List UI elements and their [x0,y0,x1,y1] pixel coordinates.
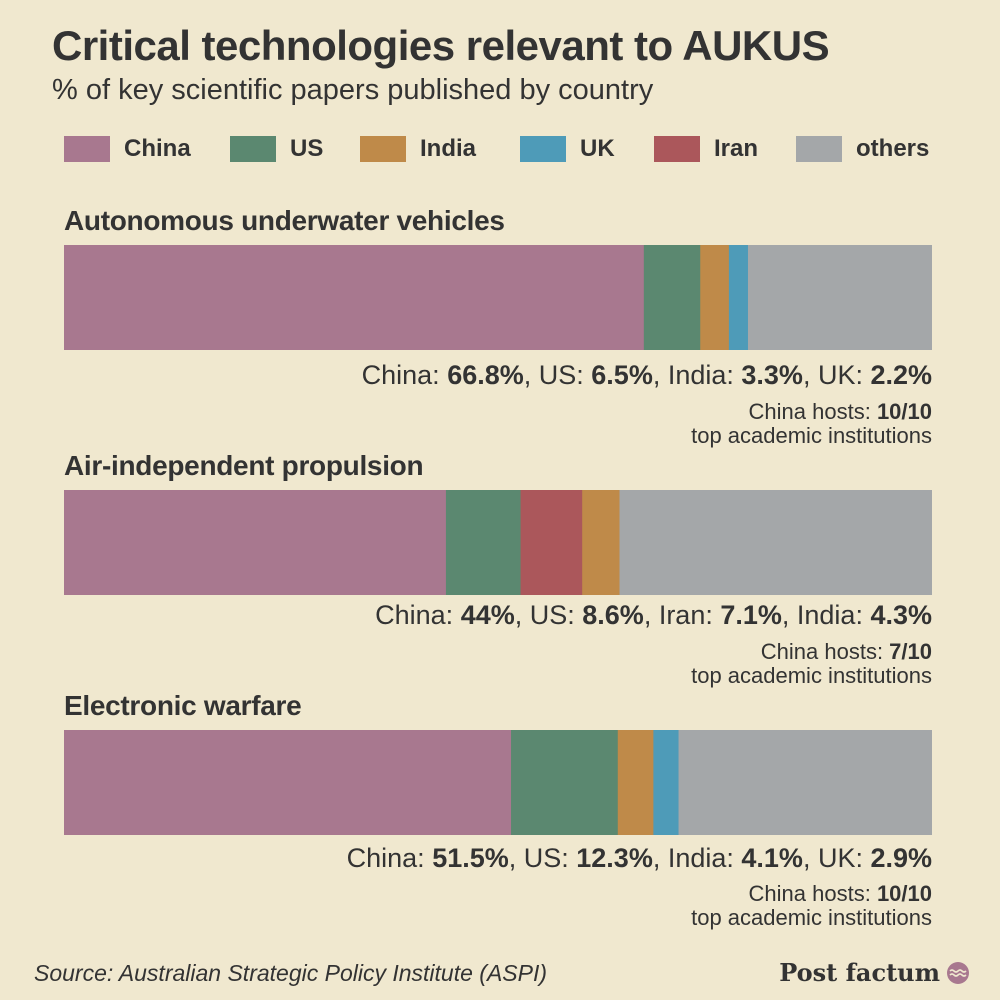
stacked-bar-chart [64,245,932,350]
bar-segment-us [511,730,619,835]
legend-label-uk: UK [580,135,615,162]
stat-value: 3.3% [741,360,803,390]
legend-item-us: US [230,133,323,165]
bar-segment-uk [653,730,680,835]
hosts-line: China hosts: 7/10 [761,639,932,665]
section-title: Air-independent propulsion [64,450,424,481]
legend-item-iran: Iran [654,133,758,165]
bar-segment-others [747,245,932,350]
stat-label: , India: [652,843,742,873]
stat-value: 12.3% [576,843,653,873]
stat-label: , UK: [802,360,871,390]
legend-item-others: others [796,133,929,165]
stats-line: China: 66.8%, US: 6.5%, India: 3.3%, UK:… [362,360,932,391]
section-title: Electronic warfare [64,690,302,721]
bar-segment-china [64,730,512,835]
bar-segment-india [582,490,621,595]
stat-label: , Iran: [643,600,721,630]
brand: Post factum [779,958,970,987]
bar-segment-india [617,730,654,835]
legend-swatch-uk [520,136,566,162]
legend-swatch-china [64,136,110,162]
legend: China US India UK Iran others [64,133,944,165]
legend-label-iran: Iran [714,135,759,162]
stat-label: , UK: [802,843,871,873]
bar-segment-india [700,245,730,350]
stat-value: 44% [460,600,515,630]
stacked-bar-chart [64,490,932,595]
stat-value: 66.8% [447,360,524,390]
bar-segment-others [619,490,932,595]
stat-label: China: [375,600,461,630]
legend-swatch-iran [654,136,700,162]
stats-line: China: 51.5%, US: 12.3%, India: 4.1%, UK… [347,843,932,874]
chart-subtitle: % of key scientific papers published by … [52,74,654,106]
bar-segment-iran [520,490,583,595]
section-air-independent-propulsion: Air-independent propulsion China: 44%, U… [0,450,1000,690]
section-electronic-warfare: Electronic warfare China: 51.5%, US: 12.… [0,690,1000,940]
wave-logo-icon [947,961,969,984]
bar-segment-us [643,245,701,350]
stat-label: , US: [508,843,577,873]
legend-label-others: others [856,135,930,162]
hosts-label: China hosts: [748,881,877,906]
chart-title: Critical technologies relevant to AUKUS [52,22,830,69]
legend-item-india: India [360,133,476,165]
stat-label: , India: [781,600,871,630]
hosts-value: 10/10 [876,881,932,906]
legend-swatch-us [230,136,276,162]
stat-value: 4.1% [741,843,803,873]
hosts-line: China hosts: 10/10 [749,881,932,907]
stat-value: 51.5% [432,843,509,873]
legend-swatch-others [796,136,842,162]
bar-segment-others [678,730,932,835]
source-note: Source: Australian Strategic Policy Inst… [34,960,548,986]
hosts-label: China hosts: [760,639,890,664]
institutions-label: top academic institutions [691,423,932,448]
hosts-value: 10/10 [876,399,932,424]
stat-value: 6.5% [591,360,653,390]
hosts-line: China hosts: 10/10 [749,399,932,425]
hosts-value: 7/10 [889,639,932,664]
legend-item-uk: UK [520,133,615,165]
bar-segment-uk [728,245,749,350]
stat-value: 8.6% [582,600,644,630]
stat-value: 4.3% [870,600,932,630]
legend-label-india: India [420,135,477,162]
hosts-label: China hosts: [748,399,877,424]
stat-label: , US: [514,600,583,630]
bar-segment-china [64,490,447,595]
stat-label: , India: [652,360,742,390]
section-title: Autonomous underwater vehicles [64,205,505,236]
stat-label: , US: [523,360,592,390]
institutions-label: top academic institutions [691,663,932,688]
bar-segment-china [64,245,645,350]
stat-label: China: [361,360,448,390]
stats-line: China: 44%, US: 8.6%, Iran: 7.1%, India:… [375,600,932,631]
legend-label-china: China [124,135,191,162]
stat-value: 2.9% [870,843,932,873]
stat-value: 2.2% [870,360,932,390]
legend-item-china: China [64,133,191,165]
stat-label: China: [346,843,433,873]
section-autonomous-underwater-vehicles: Autonomous underwater vehicles China: 66… [0,205,1000,448]
legend-swatch-india [360,136,406,162]
bar-segment-us [445,490,522,595]
stacked-bar-chart [64,730,932,835]
stat-value: 7.1% [720,600,782,630]
brand-name: Post factum [779,958,940,987]
institutions-label: top academic institutions [691,905,932,930]
legend-label-us: US [290,135,324,162]
